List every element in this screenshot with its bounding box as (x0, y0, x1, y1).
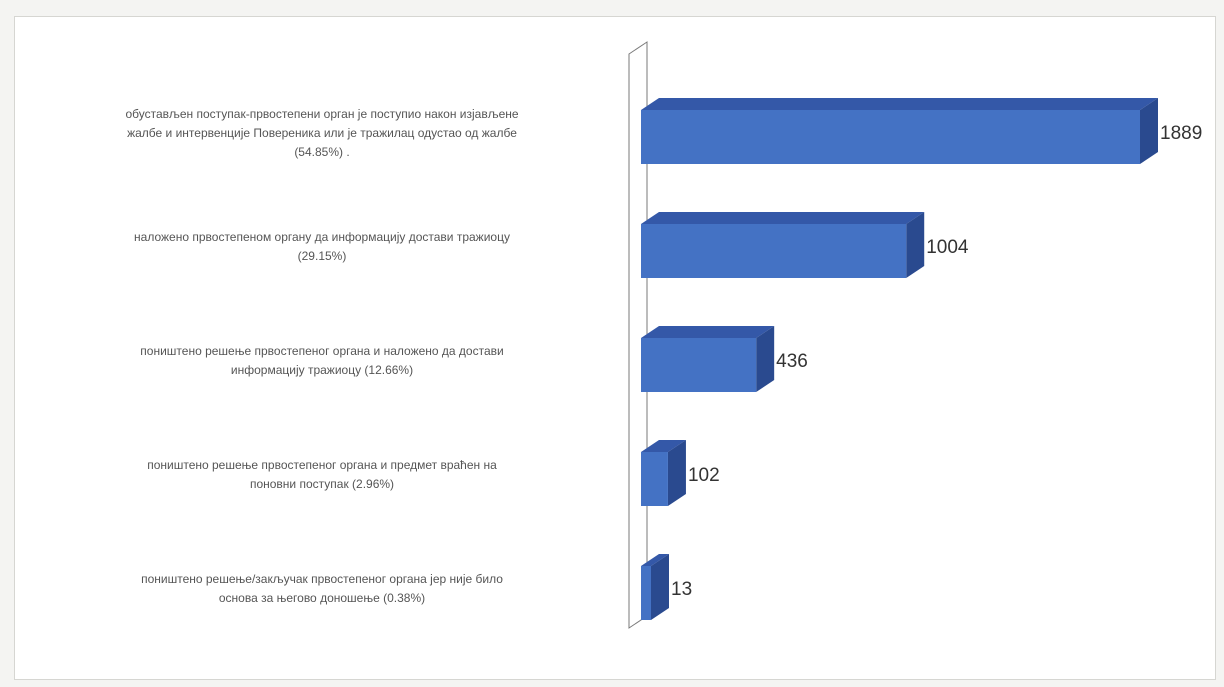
bar-1 (641, 98, 1158, 164)
category-label-5: поништено решење/закључак првостепеног о… (141, 572, 503, 605)
category-label-1: обустављен поступак-првостепени орган је… (125, 106, 519, 159)
category-label-3: поништено решење првостепеног органа и н… (140, 344, 504, 377)
value-label-3: 436 (776, 351, 808, 372)
category-label-2: наложено првостепеном органу да информац… (134, 230, 510, 263)
value-label-4: 102 (687, 465, 720, 486)
bar-5 (641, 554, 669, 620)
value-label-1: 1889 (1160, 123, 1203, 144)
value-label-5: 13 (671, 579, 693, 600)
category-label-4: поништено решење првостепеног органа и п… (147, 458, 497, 491)
bar-2 (641, 212, 925, 278)
value-label-2: 1004 (926, 237, 969, 258)
bar-3 (641, 326, 775, 392)
bar-4 (641, 440, 686, 506)
